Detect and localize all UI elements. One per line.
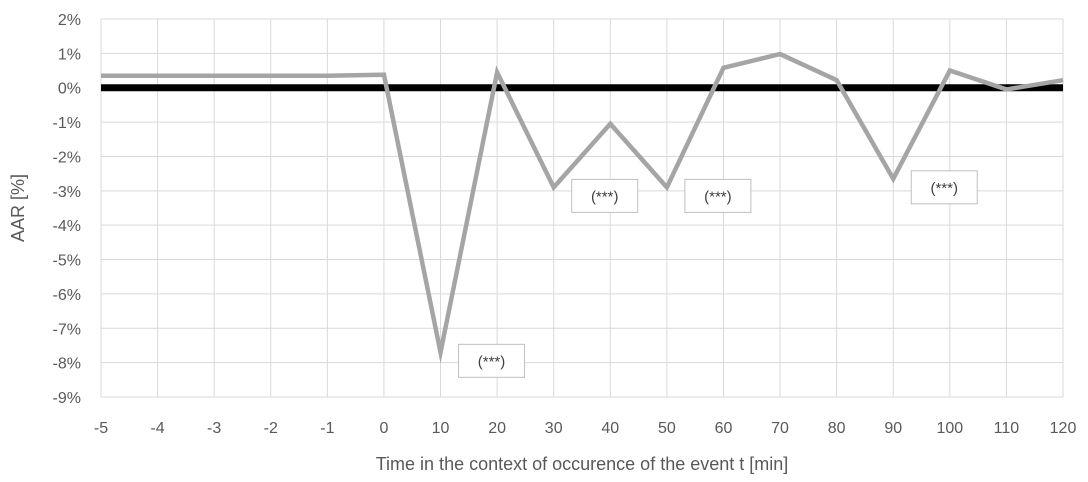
annotation-box xyxy=(684,178,752,213)
x-tick-label: 60 xyxy=(715,420,733,437)
x-tick-label: 50 xyxy=(658,420,676,437)
x-tick-label: 0 xyxy=(379,420,388,437)
y-tick-label: -4% xyxy=(53,218,81,235)
x-axis-title: Time in the context of occurence of the … xyxy=(376,454,789,474)
x-tick-label: -2 xyxy=(264,420,278,437)
x-tick-label: -5 xyxy=(94,420,108,437)
x-tick-label: 120 xyxy=(1050,420,1077,437)
y-axis-title: AAR [%] xyxy=(8,174,28,242)
significance-annotation: (***) xyxy=(571,178,639,213)
annotation-label: (***) xyxy=(930,180,958,197)
y-tick-label: -3% xyxy=(53,184,81,201)
x-tick-label: -1 xyxy=(320,420,334,437)
series-group xyxy=(100,51,1064,364)
y-axis-ticks: 2% 1% 0% -1% -2% -3% -4% -5% -6% -7% -8% -9% xyxy=(53,12,81,407)
x-tick-label: 110 xyxy=(994,420,1020,437)
x-tick-label: 10 xyxy=(432,420,450,437)
annotation-box xyxy=(458,343,526,378)
y-tick-label: -6% xyxy=(53,287,81,304)
y-tick-label: -9% xyxy=(53,390,81,407)
significance-annotation: (***) xyxy=(458,343,526,378)
annotation-box xyxy=(910,170,978,205)
annotation-label: (***) xyxy=(478,353,506,370)
y-tick-label: -7% xyxy=(53,321,81,338)
series-line xyxy=(101,51,1064,364)
x-tick-label: 70 xyxy=(771,420,789,437)
x-tick-label: -4 xyxy=(150,420,164,437)
y-tick-label: -5% xyxy=(53,253,81,270)
annotation-label: (***) xyxy=(591,188,619,205)
x-tick-label: 90 xyxy=(884,420,902,437)
significance-annotation: (***) xyxy=(910,170,978,205)
annotation-box xyxy=(571,178,639,213)
x-tick-label: 30 xyxy=(545,420,563,437)
x-tick-label: -3 xyxy=(207,420,221,437)
y-tick-label: 1% xyxy=(58,46,81,63)
annotation-label: (***) xyxy=(704,188,732,205)
x-tick-label: 100 xyxy=(936,420,963,437)
x-tick-label: 20 xyxy=(488,420,506,437)
y-tick-label: -1% xyxy=(53,115,81,132)
y-tick-label: 0% xyxy=(58,81,81,98)
annotations-group: (***) (***) (***) (***) xyxy=(458,170,978,378)
y-tick-label: -8% xyxy=(53,356,81,373)
gridlines xyxy=(100,18,1064,398)
significance-annotation: (***) xyxy=(684,178,752,213)
x-tick-label: 80 xyxy=(828,420,846,437)
x-tick-label: 40 xyxy=(601,420,619,437)
y-tick-label: -2% xyxy=(53,149,81,166)
y-tick-label: 2% xyxy=(58,12,81,29)
x-axis-ticks: -5 -4 -3 -2 -1 0 10 20 30 40 50 60 70 80 90 100 110 120 xyxy=(94,420,1077,437)
